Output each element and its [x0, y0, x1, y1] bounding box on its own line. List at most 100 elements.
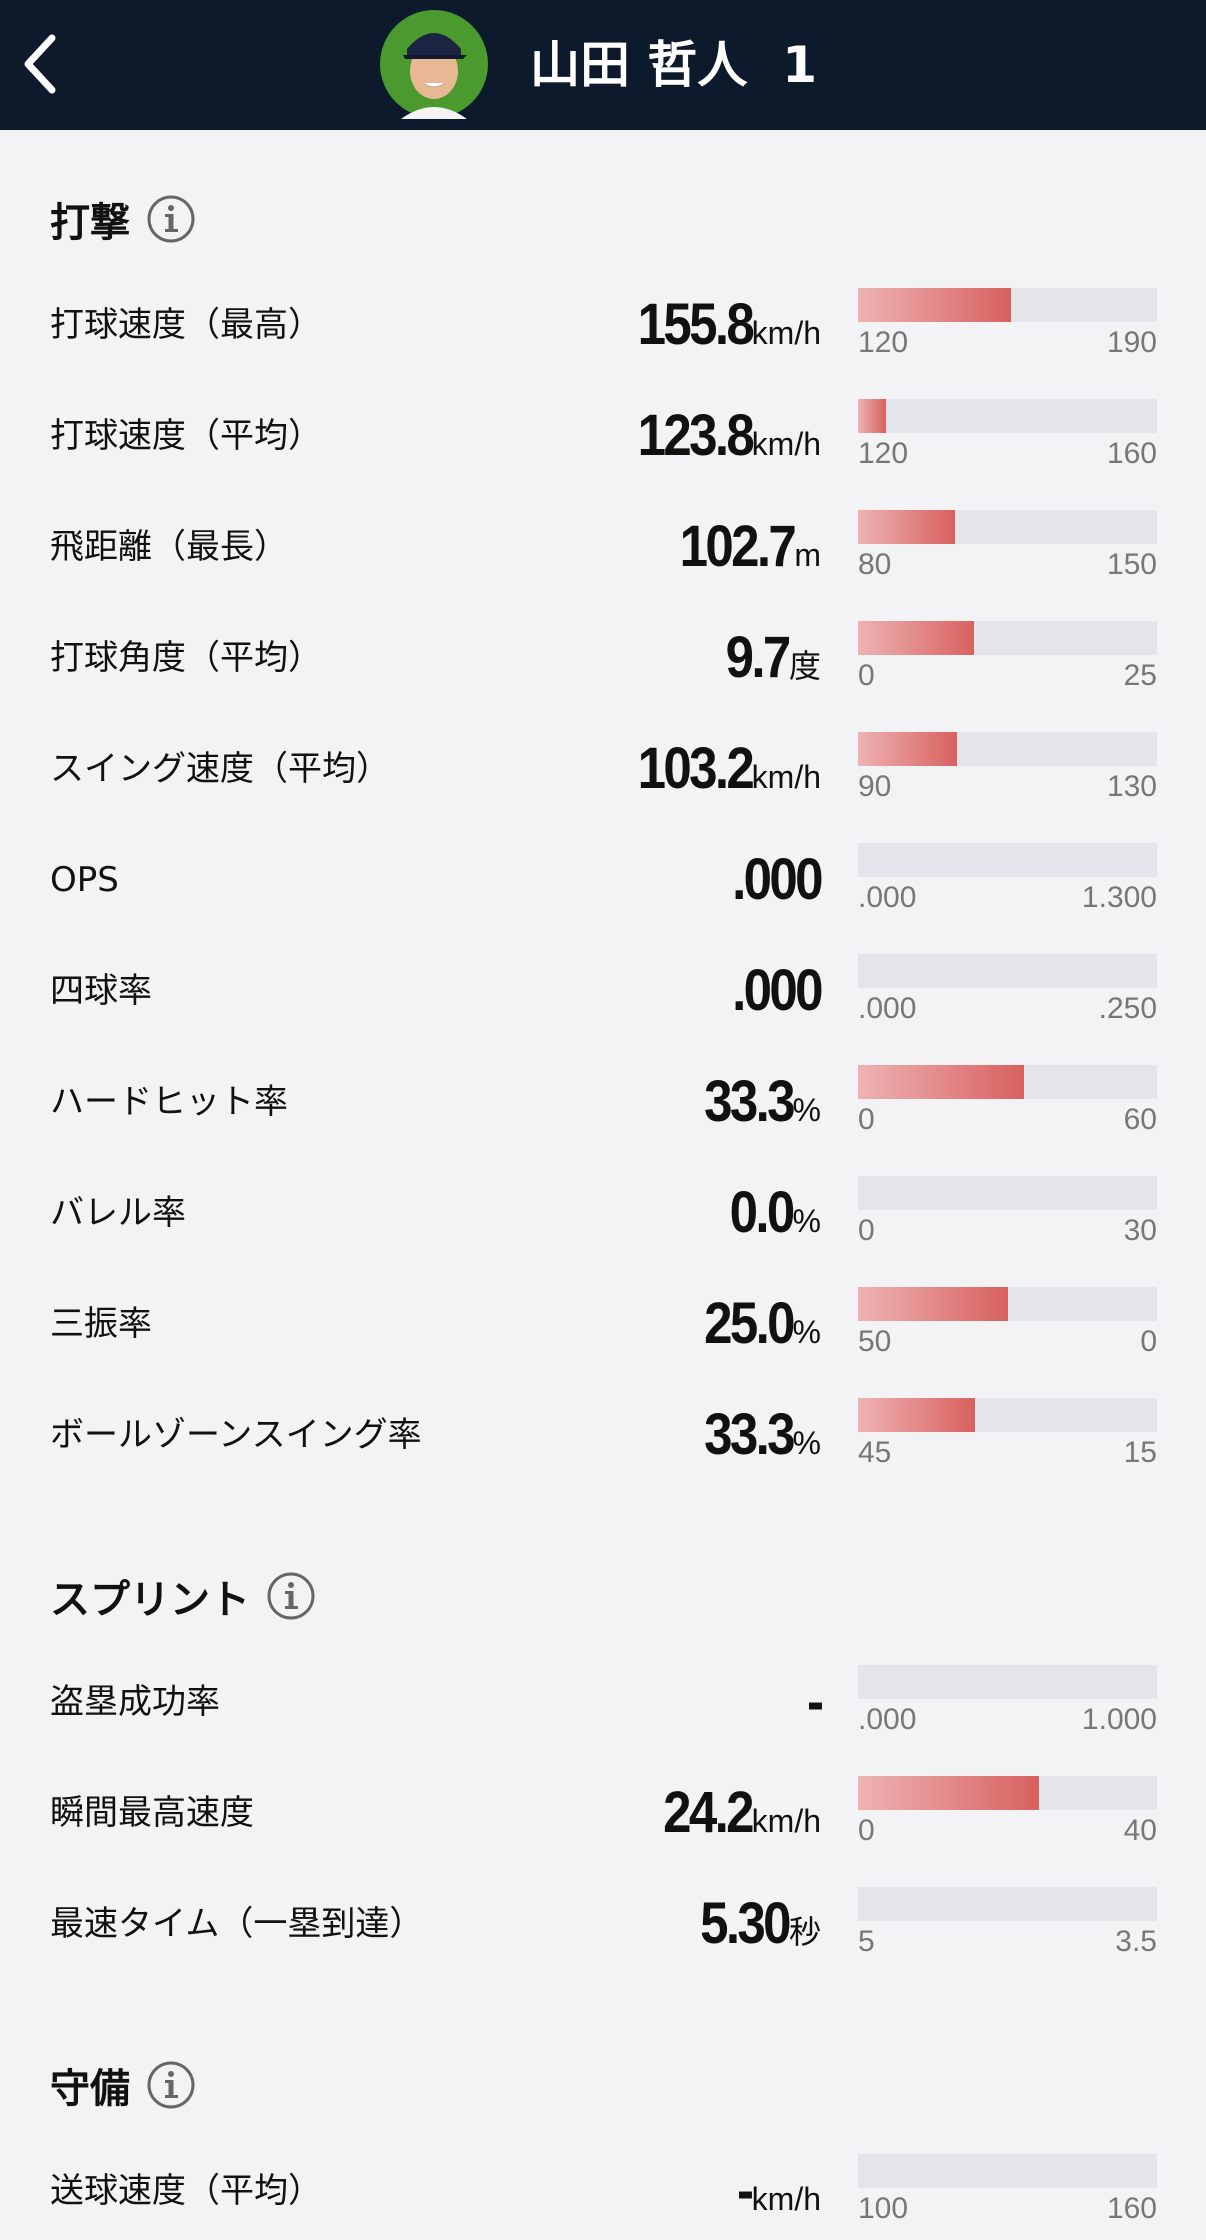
stat-label: 打球速度（平均） — [50, 416, 322, 456]
info-icon[interactable] — [146, 194, 196, 244]
value-unit: % — [792, 1092, 821, 1128]
scale-min: 5 — [858, 1925, 875, 1958]
value-number: - — [737, 2158, 754, 2223]
bar-track — [858, 732, 1157, 766]
bar-track — [858, 1776, 1157, 1810]
stat-value: 123.8km/h — [622, 401, 821, 471]
scale-max: 160 — [1106, 437, 1157, 470]
value-number: 155.8 — [637, 292, 754, 357]
scale-max: 160 — [1106, 2192, 1157, 2225]
stat-value: 0.0% — [721, 1178, 821, 1248]
stat-value: 103.2km/h — [622, 734, 821, 804]
bar-fill — [858, 1287, 1008, 1321]
stat-label: バレル率 — [50, 1193, 186, 1233]
value-unit: % — [792, 1314, 821, 1350]
scale-max: 130 — [1106, 770, 1157, 803]
stat-value: 33.3% — [692, 1400, 821, 1470]
bar-track — [858, 1287, 1157, 1321]
section-title: 守備 — [50, 2055, 196, 2115]
scale-max: 190 — [1106, 326, 1157, 359]
bar-track — [858, 399, 1157, 433]
scale-min: 100 — [858, 2192, 909, 2225]
stat-label: ボールゾーンスイング率 — [50, 1415, 422, 1455]
stat-label: 打球角度（平均） — [50, 638, 322, 678]
scale-min: 45 — [858, 1436, 892, 1469]
info-icon[interactable] — [266, 1571, 316, 1621]
scale-max: 60 — [1123, 1103, 1157, 1136]
scale-max: 0 — [1140, 1325, 1157, 1358]
bar-fill — [858, 399, 887, 433]
stat-label: 飛距離（最長） — [50, 527, 288, 567]
bar-fill — [858, 510, 955, 544]
stat-label: 三振率 — [50, 1304, 152, 1344]
value-number: - — [806, 1669, 824, 1734]
scale-min: .000 — [858, 992, 917, 1025]
bar-fill — [858, 732, 957, 766]
scale-min: 50 — [858, 1325, 892, 1358]
stat-value: .000 — [720, 956, 823, 1026]
value-number: 5.30 — [700, 1891, 791, 1956]
stat-value: 9.7度 — [717, 623, 821, 693]
stat-value: 155.8km/h — [622, 290, 821, 360]
bar-track — [858, 2154, 1157, 2188]
section-title: スプリント — [50, 1566, 316, 1626]
scale-max: 3.5 — [1115, 1925, 1157, 1958]
value-unit: km/h — [751, 759, 821, 795]
stat-value: 102.7m — [664, 512, 821, 582]
player-name: 山田 哲人 — [530, 36, 748, 94]
stat-value: .000 — [720, 845, 823, 915]
bar-track — [858, 1398, 1157, 1432]
stat-label: 最速タイム（一塁到達） — [50, 1904, 424, 1944]
scale-max: 1.300 — [1081, 881, 1157, 914]
section-title: 打撃 — [50, 189, 196, 249]
value-number: .000 — [732, 847, 823, 912]
value-unit: % — [792, 1425, 821, 1461]
stat-value: 33.3% — [692, 1067, 821, 1137]
info-icon[interactable] — [146, 2060, 196, 2110]
bar-fill — [858, 1398, 975, 1432]
scale-min: 90 — [858, 770, 892, 803]
stat-value: -km/h — [735, 2156, 821, 2226]
scale-min: 0 — [858, 1214, 875, 1247]
scale-max: .250 — [1098, 992, 1157, 1025]
bar-fill — [858, 1776, 1039, 1810]
scale-max: 150 — [1106, 548, 1157, 581]
value-unit: km/h — [751, 2181, 821, 2217]
value-number: 0.0 — [729, 1180, 796, 1245]
stat-value: 5.30秒 — [688, 1889, 821, 1959]
bar-track — [858, 954, 1157, 988]
value-number: 25.0 — [703, 1291, 795, 1356]
bar-track — [858, 843, 1157, 877]
value-unit: km/h — [751, 315, 821, 351]
header: 山田 哲人 1 — [0, 0, 1206, 130]
value-unit: 秒 — [788, 1914, 821, 1950]
scale-max: 30 — [1123, 1214, 1157, 1247]
value-number: 33.3 — [703, 1069, 795, 1134]
stat-label: スイング速度（平均） — [50, 749, 390, 789]
player-avatar — [380, 10, 488, 119]
stat-label: ハードヒット率 — [50, 1082, 288, 1122]
scale-max: 1.000 — [1081, 1703, 1157, 1736]
stat-label: OPS — [50, 860, 119, 900]
section-title-text: 打撃 — [50, 200, 130, 246]
stat-label: 打球速度（最高） — [50, 305, 322, 345]
bar-track — [858, 1065, 1157, 1099]
value-number: 33.3 — [703, 1402, 795, 1467]
value-unit: km/h — [751, 1803, 821, 1839]
value-number: 123.8 — [637, 403, 754, 468]
stat-label: 盗塁成功率 — [50, 1682, 220, 1722]
player-number: 1 — [782, 36, 818, 94]
bar-fill — [858, 1065, 1024, 1099]
bar-track — [858, 1887, 1157, 1921]
back-button[interactable] — [22, 32, 62, 96]
stat-label: 瞬間最高速度 — [50, 1793, 254, 1833]
scale-min: 80 — [858, 548, 892, 581]
value-number: 24.2 — [662, 1780, 754, 1845]
stat-value: 24.2km/h — [651, 1778, 821, 1848]
value-unit: m — [794, 537, 821, 573]
section-title-text: 守備 — [50, 2066, 130, 2112]
value-number: 9.7 — [725, 625, 792, 690]
value-unit: km/h — [751, 426, 821, 462]
value-number: .000 — [732, 958, 823, 1023]
bar-track — [858, 288, 1157, 322]
